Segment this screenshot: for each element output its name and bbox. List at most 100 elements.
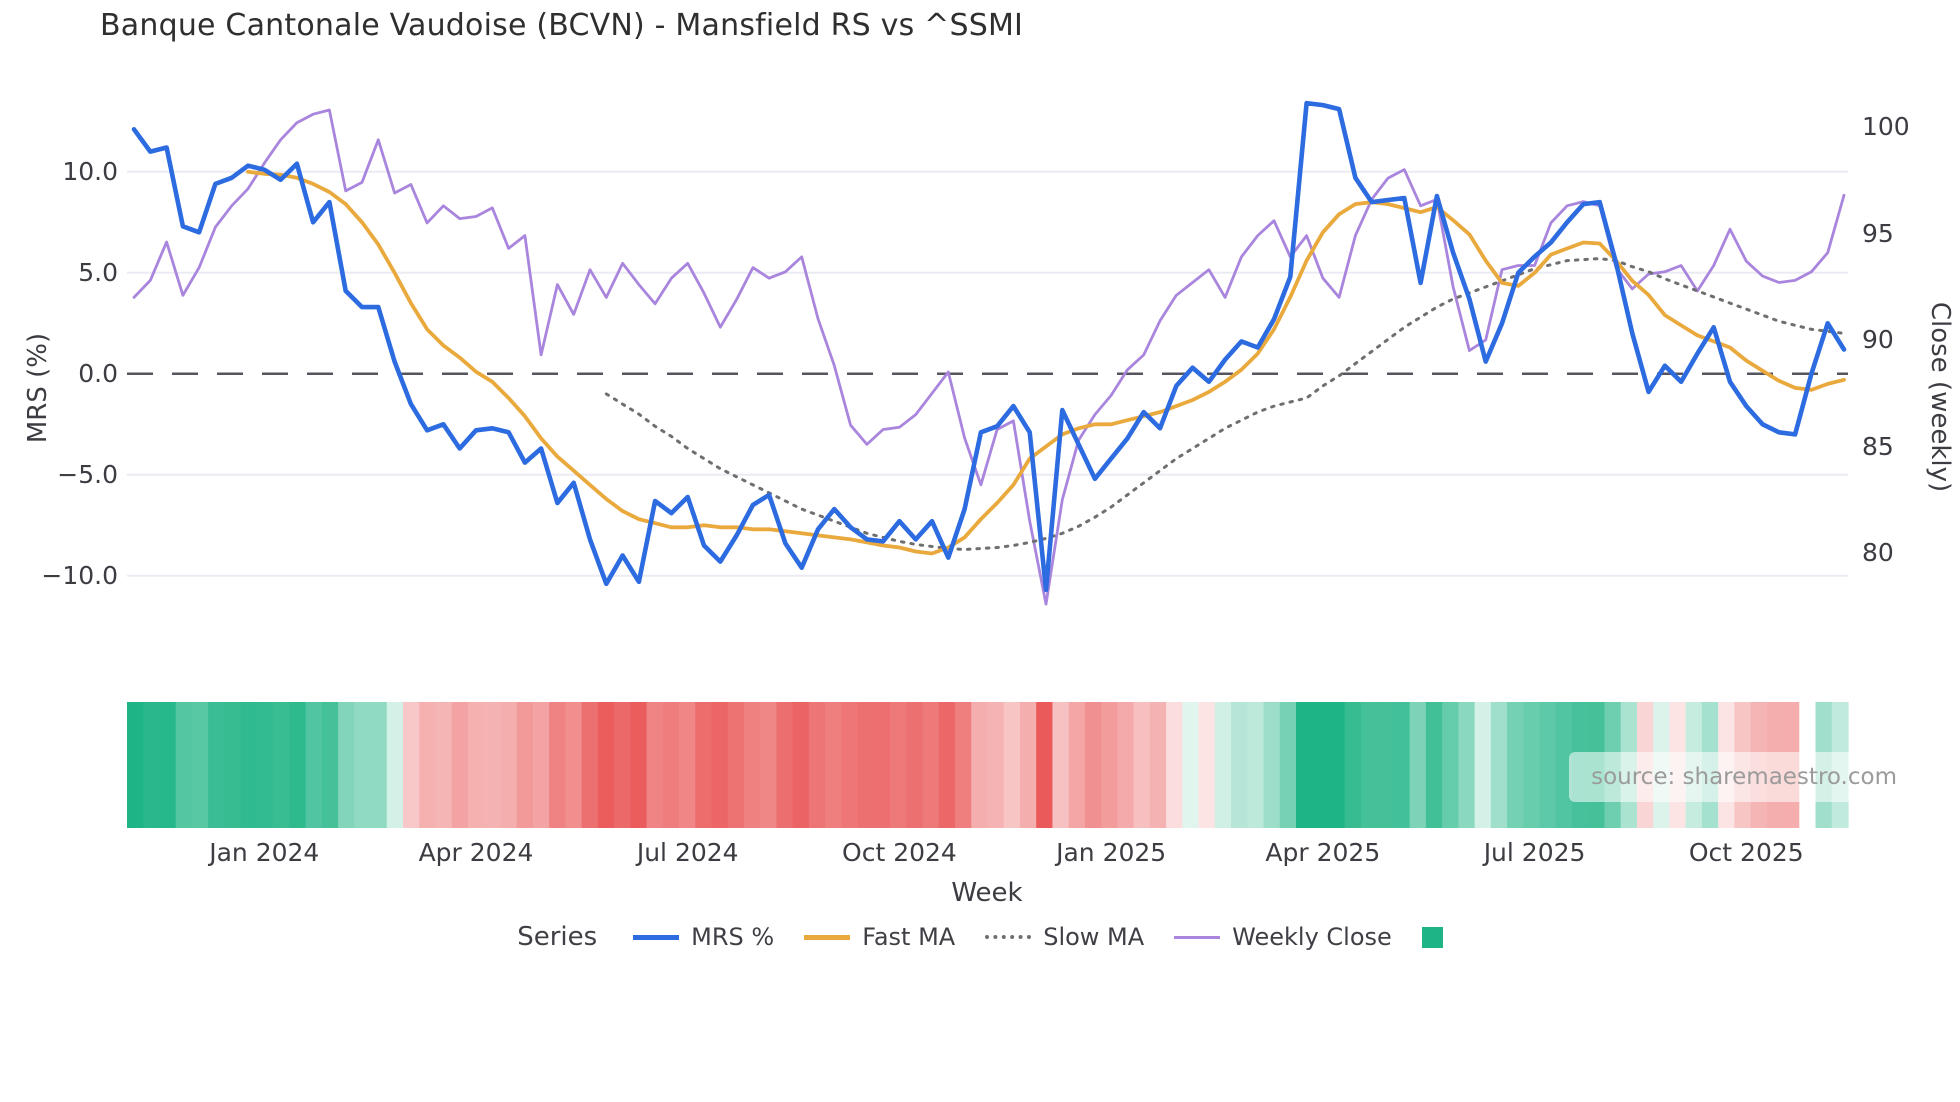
heatmap-cell — [191, 702, 209, 828]
heatmap-cell — [679, 702, 696, 828]
heatmap-cell — [1490, 702, 1508, 828]
heatmap-cell — [224, 702, 242, 828]
heatmap-cell — [1279, 702, 1297, 828]
heatmap-square-swatch-icon — [1421, 926, 1443, 948]
heatmap-cell — [1084, 702, 1102, 828]
heatmap-cell — [1214, 702, 1232, 828]
heatmap-cell — [1344, 702, 1362, 828]
x-tick: Oct 2025 — [1688, 838, 1804, 867]
heatmap-cell — [1198, 702, 1216, 828]
heatmap-cell — [825, 702, 842, 828]
heatmap-cell — [1360, 702, 1378, 828]
heatmap-cell — [1052, 702, 1070, 828]
heatmap-cell — [1231, 702, 1248, 828]
heatmap-cell — [435, 702, 453, 828]
y-left-tick: −5.0 — [57, 459, 118, 489]
heatmap-cell — [1393, 702, 1411, 828]
heatmap-cell — [321, 702, 339, 828]
heatmap-cell — [1003, 702, 1021, 828]
legend-label-slow-ma: Slow MA — [1043, 923, 1145, 951]
heatmap-cell — [938, 702, 956, 828]
x-tick: Oct 2024 — [842, 838, 957, 867]
heatmap-cell — [1295, 702, 1313, 828]
heatmap-cell — [175, 702, 193, 828]
heatmap-cell — [549, 702, 566, 828]
legend: Series MRS % Fast MA Slow MA Weekly Clos… — [0, 922, 1960, 952]
heatmap-cell — [467, 702, 485, 828]
heatmap-cell — [273, 702, 290, 828]
heatmap-cell — [370, 702, 388, 828]
heatmap-cell — [143, 702, 161, 828]
mrs-line-swatch-icon — [633, 934, 680, 940]
heatmap-cell — [256, 702, 274, 828]
heatmap-cell — [614, 702, 631, 828]
heatmap-cell — [873, 702, 891, 828]
heatmap-cell — [1458, 702, 1476, 828]
x-tick: Jan 2024 — [209, 838, 320, 867]
heatmap-cell — [1377, 702, 1394, 828]
series-slow-ma — [604, 257, 1846, 551]
legend-label-weekly-close: Weekly Close — [1232, 923, 1392, 951]
heatmap-cell — [1166, 702, 1183, 828]
legend-item-heatmap — [1421, 926, 1443, 948]
series-weekly-close — [132, 108, 1846, 606]
y-right-tick: 80 — [1862, 538, 1894, 567]
fast-ma-line-swatch-icon — [804, 934, 851, 940]
heatmap-cell — [208, 702, 226, 828]
heatmap-cell — [289, 702, 307, 828]
heatmap-cell — [419, 702, 437, 828]
y-left-tick: 10.0 — [62, 156, 118, 186]
legend-item-weekly-close: Weekly Close — [1174, 923, 1392, 951]
heatmap-cell — [500, 702, 518, 828]
heatmap-cell — [565, 702, 583, 828]
x-axis-title: Week — [951, 878, 1023, 908]
heatmap-cell — [1539, 702, 1557, 828]
heatmap-cell — [760, 702, 778, 828]
heatmap-cell — [1149, 702, 1167, 828]
heatmap-cell — [776, 702, 794, 828]
y-axis-left-title: MRS (%) — [23, 332, 53, 444]
heatmap-cell — [922, 702, 940, 828]
heatmap-cell — [1442, 702, 1459, 828]
heatmap-cell — [743, 702, 761, 828]
heatmap-cell — [987, 702, 1005, 828]
heatmap-cell — [127, 702, 144, 828]
y-left-tick: −10.0 — [41, 560, 118, 590]
heatmap-cell — [354, 702, 372, 828]
slow-ma-dotted-swatch-icon — [985, 935, 1032, 939]
x-tick: Apr 2024 — [418, 838, 534, 867]
heatmap-cell — [386, 702, 404, 828]
heatmap-cell — [240, 702, 258, 828]
series-fast-ma — [246, 169, 1846, 556]
y-left-tick: 0.0 — [78, 358, 118, 388]
heatmap-cell — [662, 702, 680, 828]
y-right-tick: 85 — [1862, 431, 1894, 461]
heatmap-cell — [841, 702, 859, 828]
heatmap-cell — [581, 702, 599, 828]
y-right-tick: 90 — [1862, 325, 1894, 354]
heatmap-cell — [906, 702, 924, 828]
heatmap-cell — [1425, 702, 1443, 828]
heatmap-cell — [1523, 702, 1541, 828]
legend-item-mrs: MRS % — [633, 923, 774, 951]
heatmap-cell — [305, 702, 323, 828]
heatmap-cell — [1133, 702, 1151, 828]
y-axis-right-title: Close (weekly) — [1925, 301, 1955, 493]
heatmap-cell — [1101, 702, 1118, 828]
heatmap-cell — [1247, 702, 1265, 828]
heatmap-cell — [516, 702, 534, 828]
heatmap-cell — [159, 702, 177, 828]
x-tick: Jan 2025 — [1056, 838, 1167, 867]
heatmap-cell — [955, 702, 972, 828]
legend-label-fast-ma: Fast MA — [862, 923, 956, 951]
heatmap-cell — [695, 702, 713, 828]
heatmap-cell — [1182, 702, 1200, 828]
heatmap-cell — [338, 702, 355, 828]
heatmap-cell — [597, 702, 615, 828]
heatmap-cell — [1555, 702, 1573, 828]
heatmap-cell — [1409, 702, 1427, 828]
source-watermark: source: sharemaestro.com — [1569, 752, 1919, 802]
heatmap-cell — [792, 702, 810, 828]
heatmap-cell — [630, 702, 648, 828]
